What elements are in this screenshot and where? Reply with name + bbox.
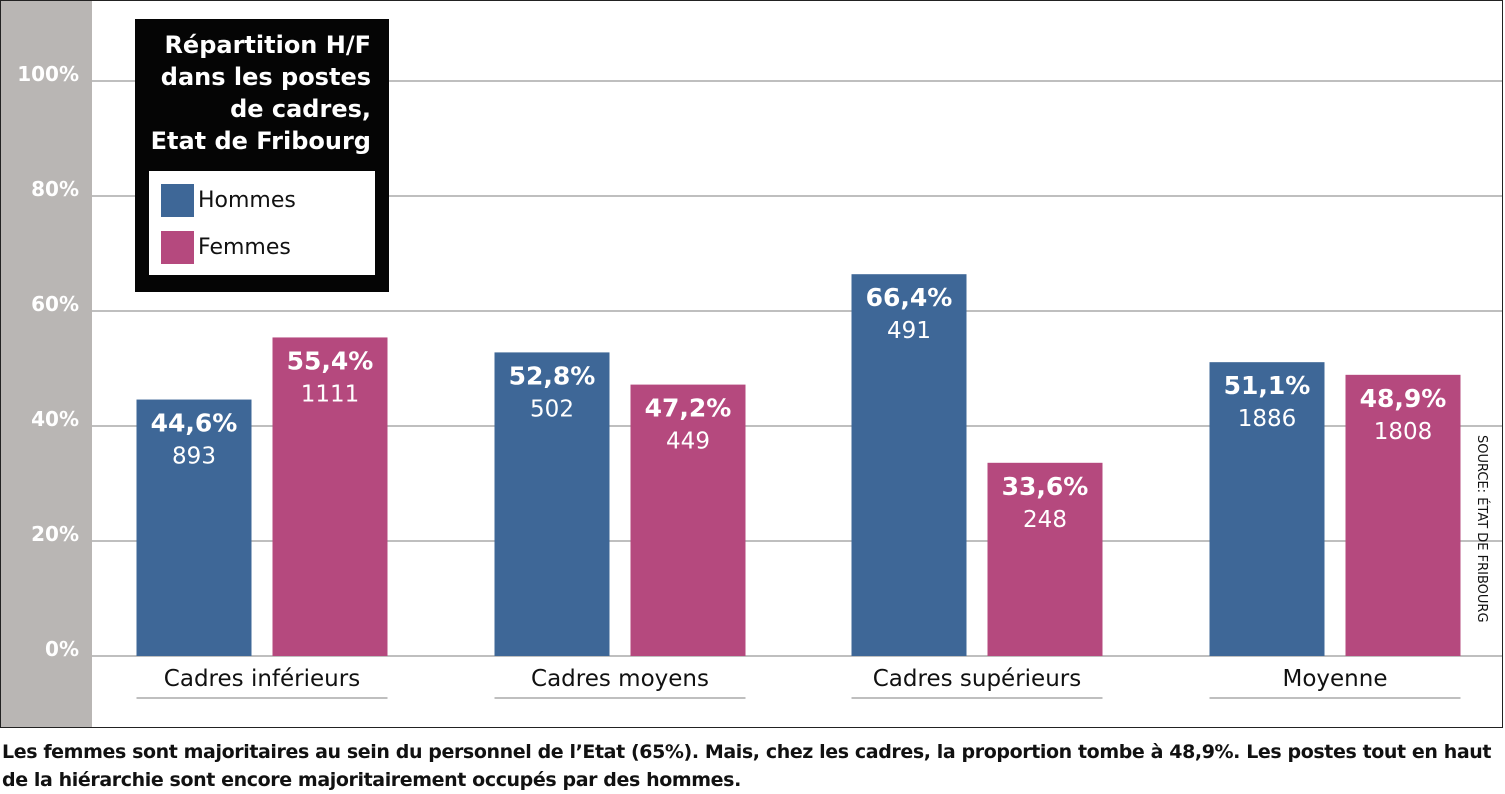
data-label: 66,4% (866, 283, 953, 312)
data-label: 33,6% (1002, 472, 1089, 501)
count-label: 1111 (301, 381, 360, 407)
count-label: 248 (1023, 507, 1067, 533)
chart-frame: 0% 20% 40% 60% 80% 100% 44,6% 893 55,4% 1111 Cadre… (0, 0, 1503, 728)
legend-item-hommes: Hommes (161, 183, 296, 217)
data-label: 48,9% (1360, 384, 1447, 413)
legend-swatch-femmes (161, 230, 194, 264)
legend: Répartition H/F dans les postes de cadre… (135, 19, 389, 292)
bar (494, 352, 610, 656)
x-tick-label: Moyenne (1283, 666, 1388, 692)
x-tick-label: Cadres moyens (531, 666, 709, 692)
chart-title-line: dans les postes (160, 63, 371, 91)
data-label: 51,1% (1224, 371, 1311, 400)
bar (851, 274, 967, 656)
chart-title-line: Répartition H/F (164, 31, 371, 59)
data-label: 47,2% (645, 394, 732, 423)
legend-label-femmes: Femmes (198, 234, 291, 260)
y-tick-label: 20% (31, 522, 79, 546)
bar (272, 337, 388, 656)
bar-chart: 0% 20% 40% 60% 80% 100% 44,6% 893 55,4% 1111 Cadre… (17, 62, 1502, 699)
data-label: 52,8% (509, 361, 596, 390)
source-note: SOURCE: ÉTAT DE FRIBOURG (1474, 435, 1489, 623)
legend-keys: Hommes Femmes (149, 171, 375, 275)
count-label: 502 (530, 396, 574, 422)
data-label: 44,6% (151, 409, 238, 438)
bar (1209, 362, 1325, 656)
bar (136, 399, 252, 656)
y-axis-strip (1, 1, 92, 727)
y-tick-label: 0% (45, 637, 79, 661)
count-label: 1886 (1238, 406, 1297, 432)
y-tick-label: 100% (17, 62, 79, 86)
y-tick-label: 60% (31, 292, 79, 316)
x-tick-label: Cadres supérieurs (873, 666, 1081, 692)
x-tick-label: Cadres inférieurs (164, 666, 360, 692)
caption: Les femmes sont majoritaires au sein du … (2, 741, 1492, 791)
count-label: 491 (887, 318, 931, 344)
bar (630, 384, 746, 656)
y-tick-label: 40% (31, 407, 79, 431)
bar (1345, 374, 1461, 656)
data-label: 55,4% (287, 346, 374, 375)
chart-title-line: Etat de Fribourg (150, 127, 371, 155)
y-tick-label: 80% (31, 177, 79, 201)
count-label: 893 (172, 444, 216, 470)
legend-label-hommes: Hommes (198, 187, 296, 213)
chart-title: Répartition H/F dans les postes de cadre… (135, 19, 389, 157)
count-label: 1808 (1374, 419, 1433, 445)
legend-item-femmes: Femmes (161, 230, 291, 264)
count-label: 449 (666, 429, 710, 455)
legend-swatch-hommes (161, 183, 194, 217)
bar (987, 462, 1103, 656)
chart-title-line: de cadres, (230, 95, 371, 123)
